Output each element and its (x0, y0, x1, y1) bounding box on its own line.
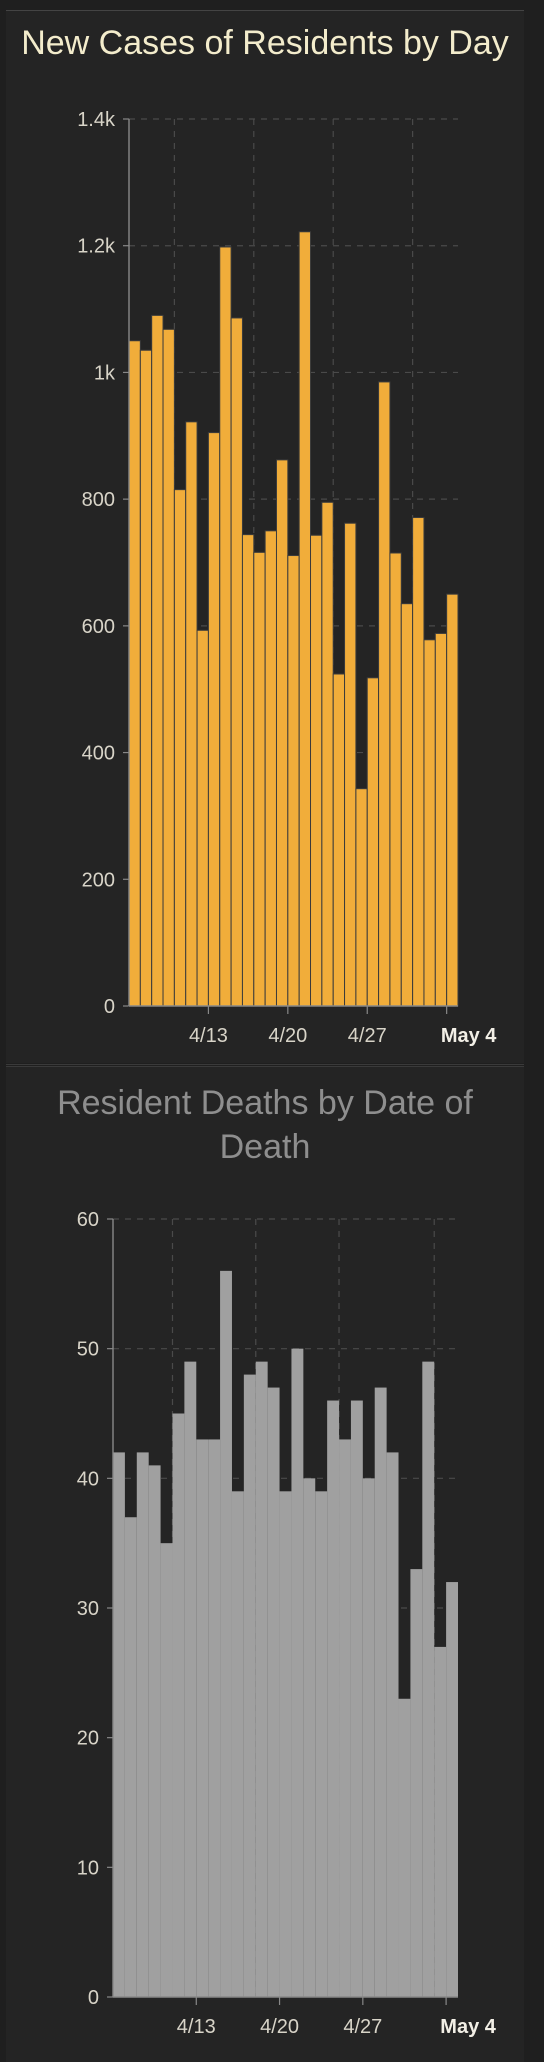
deaths-bar (303, 1478, 316, 1997)
deaths-ytick-label: 50 (77, 1339, 99, 1361)
deaths-bar (208, 1439, 221, 1997)
deaths-bar (255, 1361, 268, 1997)
cases-bar (207, 432, 221, 1007)
cases-ytick-label: 0 (104, 996, 115, 1018)
panel-divider (6, 1064, 524, 1065)
deaths-bar-chart: 0 10 20 30 40 50 60 4/13 4/20 4/27 May 4 (77, 1209, 497, 2038)
cases-bar (253, 551, 266, 1007)
cases-bar (185, 421, 198, 1007)
cases-xtick-label: 4/20 (268, 1025, 307, 1047)
deaths-bar (362, 1478, 375, 1997)
deaths-bar (148, 1465, 161, 1997)
cases-bar (298, 231, 312, 1007)
deaths-bar (136, 1452, 149, 1997)
deaths-bar (398, 1698, 411, 1997)
deaths-bar (339, 1439, 351, 1997)
cases-bar (139, 349, 153, 1007)
cases-bar (378, 381, 391, 1007)
deaths-bar (422, 1361, 435, 1997)
cases-bar (434, 632, 448, 1007)
cases-ytick-label: 400 (82, 743, 115, 765)
cases-bar (344, 522, 357, 1007)
deaths-bar (231, 1491, 244, 1997)
deaths-bar (196, 1439, 209, 1997)
cases-bar (446, 593, 459, 1007)
deaths-xtick-label: 4/27 (343, 2016, 382, 2038)
cases-bar (196, 629, 209, 1007)
cases-bar (355, 788, 368, 1007)
cases-bar (275, 459, 289, 1007)
deaths-bar (446, 1582, 458, 1997)
cases-bar (287, 555, 300, 1007)
deaths-bar (279, 1491, 292, 1997)
cases-bar (412, 517, 425, 1007)
deaths-chart-title: Resident Deaths by Date of Death (57, 1084, 473, 1166)
cases-bar (423, 639, 436, 1007)
deaths-bar (315, 1491, 328, 1997)
deaths-bar (220, 1270, 232, 1997)
deaths-bar (113, 1452, 125, 1997)
deaths-bar (172, 1413, 185, 1997)
deaths-xtick-label: 4/20 (260, 2016, 299, 2038)
cases-bar (162, 328, 175, 1007)
cases-ytick-label: 800 (82, 489, 115, 511)
deaths-xtick-label: May 4 (440, 2016, 496, 2038)
cases-xtick-label: May 4 (441, 1025, 497, 1047)
cases-bar (366, 677, 380, 1007)
deaths-ytick-label: 30 (77, 1598, 99, 1620)
deaths-bar (350, 1400, 363, 1997)
deaths-ytick-label: 10 (77, 1857, 99, 1879)
cases-bar (389, 552, 402, 1007)
deaths-bar (410, 1569, 423, 1997)
cases-ytick-label: 1.2k (77, 236, 116, 258)
deaths-ytick-label: 60 (77, 1209, 99, 1231)
deaths-bar (327, 1400, 340, 1997)
cases-bar (219, 246, 232, 1007)
cases-chart-panel: New Cases of Residents by Day 0 200 400 600… (6, 10, 524, 1063)
cases-bar (230, 317, 243, 1007)
cases-bar (321, 501, 334, 1007)
cases-bar (241, 534, 255, 1007)
deaths-bar (124, 1517, 137, 1997)
cases-bar (400, 603, 414, 1007)
deaths-ytick-label: 20 (77, 1728, 99, 1750)
cases-bar (264, 530, 277, 1007)
cases-bar (310, 534, 323, 1007)
deaths-bar (184, 1361, 197, 1997)
cases-bar (151, 314, 164, 1007)
deaths-ytick-label: 40 (77, 1468, 99, 1490)
deaths-bar (386, 1452, 399, 1997)
deaths-ytick-label: 0 (88, 1987, 99, 2009)
cases-xtick-label: 4/13 (189, 1025, 228, 1047)
cases-ytick-label: 1.4k (77, 109, 116, 131)
deaths-bar (267, 1387, 280, 1997)
deaths-bar (243, 1374, 256, 1997)
cases-bar-chart: 0 200 400 600 800 1k 1.2k 1.4k 4/13 4/20 4/27 May 4 (77, 109, 497, 1047)
cases-ytick-label: 200 (82, 869, 115, 891)
deaths-bar (160, 1543, 173, 1997)
cases-bar (128, 340, 141, 1007)
cases-xtick-label: 4/27 (348, 1025, 387, 1047)
cases-ytick-label: 1k (94, 362, 116, 384)
cases-bar (173, 489, 187, 1007)
cases-chart-title: New Cases of Residents by Day (21, 24, 509, 62)
deaths-chart-panel: Resident Deaths by Date of Death 0 10 20 30… (6, 1066, 524, 2062)
deaths-bar (374, 1387, 387, 1997)
cases-ytick-label: 600 (82, 616, 115, 638)
deaths-xtick-label: 4/13 (177, 2016, 216, 2038)
deaths-bar (434, 1646, 447, 1997)
deaths-bar (291, 1348, 304, 1997)
cases-bar (332, 673, 346, 1007)
